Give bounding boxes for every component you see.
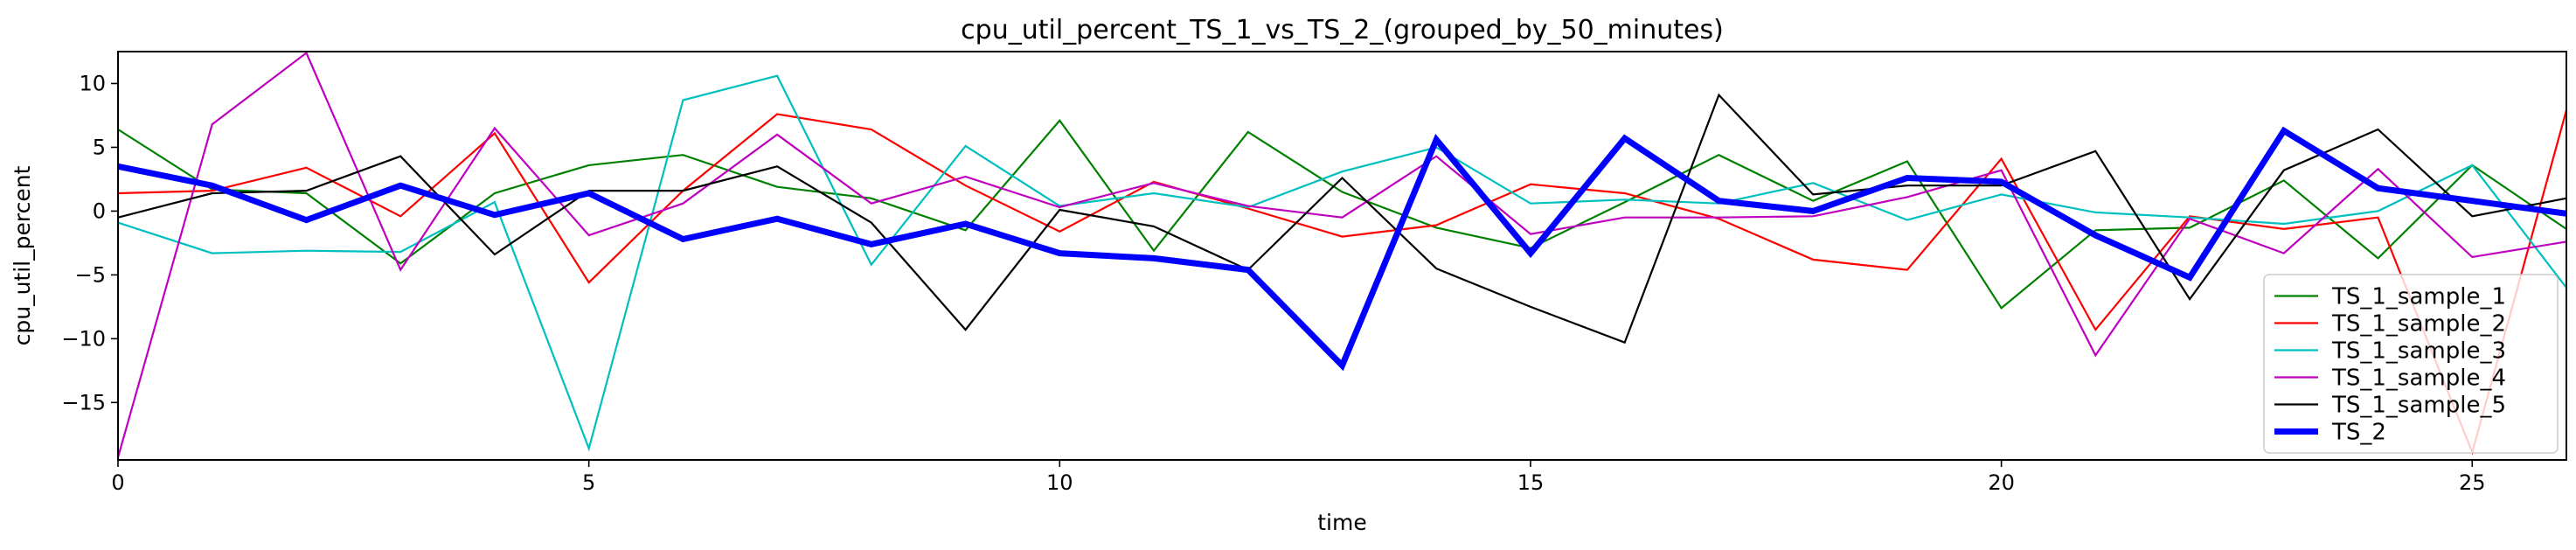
y-tick-label: −10 — [61, 326, 106, 351]
x-tick-label: 5 — [582, 470, 595, 495]
legend-box — [2263, 274, 2559, 454]
series-line-ts-1-sample-2 — [118, 109, 2566, 456]
y-tick-label: −5 — [75, 262, 106, 287]
legend-label: TS_1_sample_5 — [2331, 393, 2506, 419]
series-line-ts-2 — [118, 126, 2566, 372]
y-tick-label: −15 — [61, 390, 106, 414]
x-tick-label: 20 — [1988, 470, 2015, 495]
y-tick-label: 0 — [93, 198, 106, 223]
y-axis: 10 5 0 −5 −10 −15 — [61, 71, 118, 414]
legend-label: TS_1_sample_3 — [2331, 338, 2506, 365]
chart-title: cpu_util_percent_TS_1_vs_TS_2_(grouped_b… — [961, 15, 1724, 45]
y-axis-title: cpu_util_percent — [10, 165, 35, 345]
y-tick-label: 10 — [79, 71, 106, 95]
x-axis-title: time — [1317, 510, 1366, 535]
y-tick-label: 5 — [93, 135, 106, 159]
x-axis: 0 5 10 15 20 25 — [111, 460, 2486, 495]
x-tick-label: 0 — [111, 470, 124, 495]
x-tick-label: 10 — [1046, 470, 1073, 495]
plot-area-frame — [117, 51, 2567, 461]
legend-label: TS_1_sample_2 — [2331, 311, 2506, 338]
x-tick-label: 25 — [2459, 470, 2486, 495]
series-line-ts-1-sample-3 — [118, 74, 2566, 452]
x-tick-label: 15 — [1517, 470, 1545, 495]
series-layer — [118, 52, 2566, 458]
series-line-ts-1-sample-5 — [118, 93, 2566, 345]
legend-label: TS_1_sample_1 — [2331, 284, 2506, 310]
legend: TS_1_sample_1TS_1_sample_2TS_1_sample_3T… — [2263, 274, 2559, 454]
legend-label: TS_2 — [2331, 420, 2386, 446]
legend-label: TS_1_sample_4 — [2331, 366, 2506, 392]
